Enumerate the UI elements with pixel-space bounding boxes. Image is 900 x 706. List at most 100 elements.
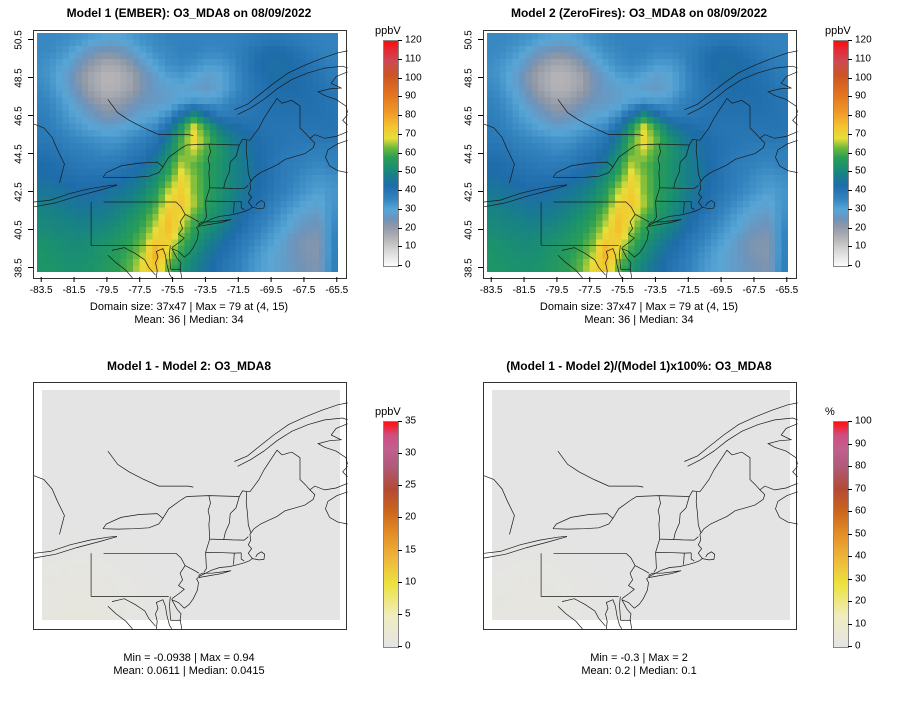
y-tick-label: 44.5 [13,143,25,164]
heatmap-raster [492,390,790,620]
colorbar-unit-label: ppbV [825,25,851,37]
colorbar-gradient [383,421,399,648]
colorbar-tick-label: 60 [405,147,417,158]
map-outlines [483,402,798,630]
colorbar-tick-label: 0 [405,259,411,271]
colorbar-tick-label: 20 [405,511,417,523]
colorbar-tick [848,96,852,98]
colorbar-tick-label: 50 [855,165,867,177]
map-outlines [33,402,348,630]
x-tick-label: -79.5 [95,285,119,296]
colorbar-unit-label: % [825,406,835,418]
colorbar-tick-label: 70 [405,128,417,140]
colorbar-tick-label: 20 [855,595,867,607]
x-tick-label: -71.5 [226,285,250,296]
colorbar-tick [848,227,852,229]
colorbar-tick [848,488,852,490]
colorbar-tick-label: 0 [855,259,861,271]
colorbar-tick [848,556,852,557]
map-plot [33,30,348,279]
colorbar-tick-label: 120 [855,34,872,46]
colorbar-tick-label: 25 [405,479,417,491]
colorbar-tick [848,77,852,79]
x-tick-label: -69.5 [709,285,733,296]
panel-stats: Min = -0.0938 | Max = 0.94 Mean: 0.0611 … [33,652,345,678]
y-tick-label: 46.5 [13,105,25,126]
colorbar-tick [398,517,402,519]
colorbar-tick-label: 0 [405,640,411,652]
x-tick-label: -81.5 [62,285,86,296]
x-tick-label: -71.5 [676,285,700,296]
colorbar-tick [398,613,402,615]
x-tick-label: -67.5 [292,285,316,296]
colorbar-tick-label: 70 [855,483,867,494]
colorbar-tick [398,190,402,191]
y-tick-label: 50.5 [13,29,25,50]
colorbar-tick-label: 40 [855,550,867,562]
y-tick-label: 38.5 [463,257,475,278]
colorbar-tick-label: 50 [405,165,417,177]
x-tick-label: -77.5 [578,285,602,296]
x-tick-label: -83.5 [479,285,503,296]
stats-line2: Mean: 0.0611 | Median: 0.0415 [113,665,265,677]
colorbar-tick [848,171,852,173]
colorbar-tick-label: 90 [855,90,867,102]
map-plot [483,30,798,279]
panel-title: Model 2 (ZeroFires): O3_MDA8 on 08/09/20… [510,6,768,20]
colorbar-tick [848,601,852,602]
x-tick-label: -65.5 [775,285,799,296]
panel-stats: Min = -0.3 | Max = 2 Mean: 0.2 | Median:… [483,652,795,678]
colorbar-tick [848,265,852,266]
colorbar-tick [398,96,402,98]
panel-title: (Model 1 - Model 2)/(Model 1)x100%: O3_M… [506,359,772,373]
colorbar-tick [848,466,852,467]
y-tick-label: 48.5 [13,67,25,88]
map-plot [33,382,348,630]
stats-line2: Mean: 0.2 | Median: 0.1 [581,665,697,677]
y-tick-label: 42.5 [463,181,475,202]
x-tick-label: -79.5 [545,285,569,296]
y-tick-label: 50.5 [463,29,475,50]
stats-line1: Min = -0.0938 | Max = 0.94 [123,652,255,664]
colorbar-tick-label: 120 [405,34,422,46]
panel-stats: Domain size: 37x47 | Max = 79 at (4, 15)… [483,301,795,327]
stats-line1: Domain size: 37x47 | Max = 79 at (4, 15) [539,301,739,313]
x-tick-label: -75.5 [161,285,184,296]
x-tick-label: -81.5 [512,285,536,296]
colorbar-tick-label: 90 [855,438,867,449]
colorbar-tick [848,646,852,647]
map-outlines [483,50,798,279]
colorbar-tick-label: 35 [405,415,417,427]
colorbar-tick [848,443,852,445]
x-tick-label: -67.5 [742,285,766,296]
y-tick-label: 38.5 [13,257,25,278]
map-outlines [33,50,348,279]
colorbar-unit-label: ppbV [375,25,401,37]
colorbar-tick [398,421,402,422]
colorbar-tick [848,533,852,535]
colorbar-tick-label: 100 [855,415,872,427]
map-plot [483,382,798,630]
x-tick-label: -65.5 [325,285,349,296]
stats-line1: Min = -0.3 | Max = 2 [590,652,688,664]
panel-model2: Model 2 (ZeroFires): O3_MDA8 on 08/09/20… [450,0,900,353]
colorbar-gradient [833,40,849,267]
stats-line2: Mean: 36 | Median: 34 [134,314,244,326]
colorbar-tick-label: 30 [405,203,417,215]
colorbar-tick-label: 70 [855,128,867,140]
colorbar-tick-label: 0 [855,640,861,652]
x-tick-label: -77.5 [128,285,152,296]
y-tick-label: 40.5 [13,219,25,240]
colorbar-tick [848,246,852,248]
panel-model1: Model 1 (EMBER): O3_MDA8 on 08/09/2022 p… [0,0,450,353]
colorbar-tick [848,40,852,41]
y-tick-label: 40.5 [463,219,475,240]
x-tick-label: -73.5 [644,285,667,296]
colorbar-tick [848,58,852,60]
colorbar-tick-label: 20 [855,222,867,233]
colorbar-tick-label: 10 [855,240,867,252]
colorbar-gradient [833,421,849,648]
panel-difference: Model 1 - Model 2: O3_MDA8 ppbV 0 5 10 15 20… [0,353,450,706]
colorbar-tick-label: 80 [405,109,417,121]
colorbar-tick-label: 60 [855,505,867,517]
